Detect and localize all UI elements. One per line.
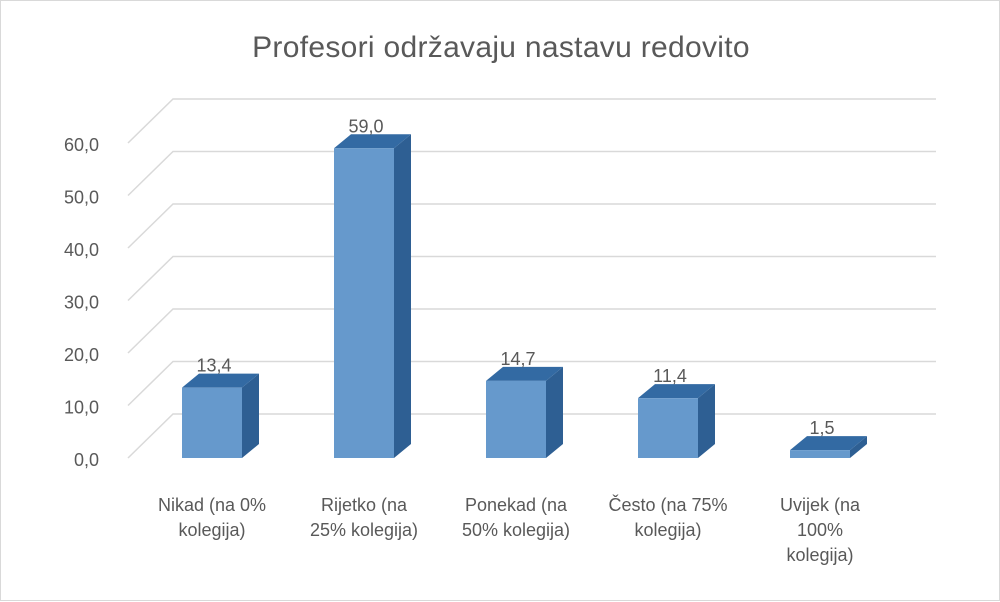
chart-title: Profesori održavaju nastavu redovito [252,31,750,64]
x-category-label: Ponekad (na [465,495,568,515]
bar-front [638,398,698,458]
gridline [127,150,936,197]
bar-side [242,373,259,458]
x-category-label: kolegija) [634,520,701,540]
bar-top [182,373,259,388]
x-category-label: Nikad (na 0% [158,495,266,515]
data-label: 11,4 [653,366,687,386]
bar-front [182,387,242,458]
gridline [127,308,936,354]
x-category-label: Uvijek (na [780,495,861,515]
x-category-label: 100% [797,520,843,540]
y-tick-label: 30,0 [64,293,99,313]
x-category-label: Rijetko (na [321,495,408,515]
bar [486,366,563,458]
bar-front [790,450,850,458]
x-category-label: 25% kolegija) [310,520,418,540]
bar-top [638,384,715,399]
data-label: 59,0 [348,116,383,136]
y-tick-label: 10,0 [64,398,99,418]
bar-side [850,436,867,458]
y-tick-label: 50,0 [64,188,99,208]
x-category-label: 50% kolegija) [462,520,570,540]
bar-side [546,366,563,458]
data-label: 1,5 [809,418,834,438]
y-tick-label: 0,0 [74,450,99,470]
x-category-label: kolegija) [178,520,245,540]
y-tick-label: 40,0 [64,240,99,260]
y-tick-label: 20,0 [64,345,99,365]
x-category-label: Često (na 75% [608,494,727,515]
x-category-label: kolegija) [786,545,853,565]
bar-side [698,384,715,458]
bar-top [334,134,411,149]
gridline [127,360,936,407]
bar [638,384,715,458]
gridline [127,203,936,249]
bar-front [486,380,546,458]
y-tick-label: 60,0 [64,135,99,155]
bar [334,134,411,458]
bar-top [486,366,563,381]
bar [182,373,259,458]
bar [790,436,867,458]
bar-top [790,436,867,451]
data-label: 14,7 [500,349,535,369]
data-label: 13,4 [196,356,231,376]
bar-front [334,148,394,458]
bar-side [394,134,411,458]
gridline [127,255,936,302]
gridline [127,98,936,144]
